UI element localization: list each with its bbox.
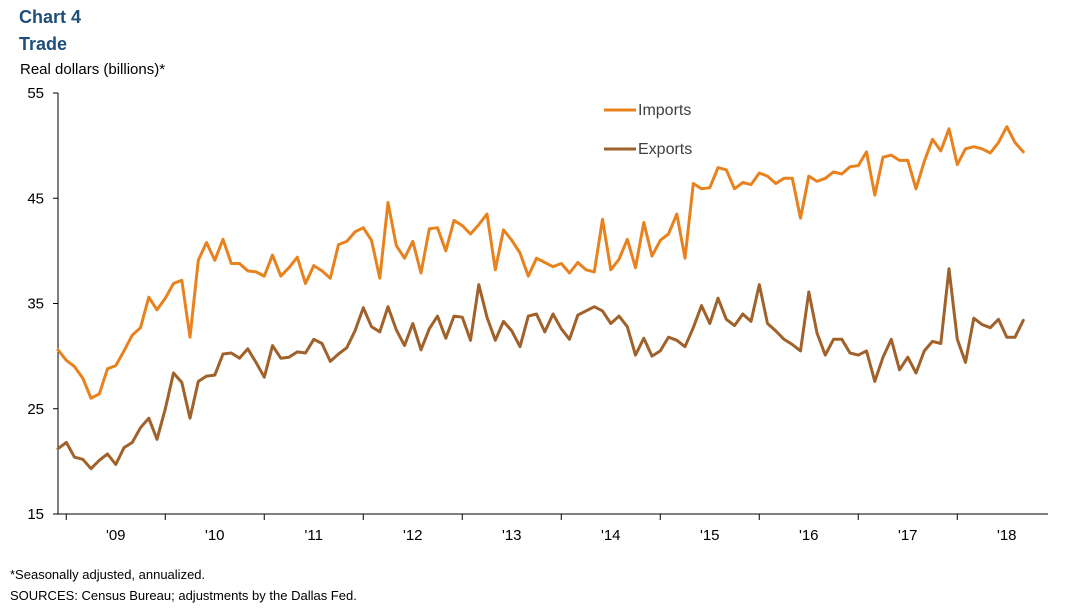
chart-axes <box>57 93 1048 515</box>
chart-number: Chart 4 <box>19 7 82 27</box>
y-tick-label: 55 <box>27 85 44 102</box>
chart-ticks: 15 25 35 45 55 '09 '10 '11 '12 '13 '14 '15 '16 '17 '18 <box>27 85 1016 544</box>
footnote: *Seasonally adjusted, annualized. <box>10 567 206 582</box>
y-tick-label: 15 <box>27 506 44 523</box>
x-tick-label: '11 <box>305 527 323 544</box>
x-tick-label: '18 <box>997 527 1017 544</box>
x-tick-label: '10 <box>205 527 225 544</box>
sources-note: SOURCES: Census Bureau; adjustments by t… <box>10 588 357 603</box>
x-tick-label: '15 <box>700 527 720 544</box>
y-tick-label: 35 <box>27 296 44 313</box>
chart-title: Trade <box>19 34 68 54</box>
x-tick-label: '17 <box>898 527 918 544</box>
y-tick-label: 45 <box>27 190 44 207</box>
x-tick-label: '12 <box>403 527 423 544</box>
legend-label-exports: Exports <box>638 141 692 158</box>
chart-legend: Imports Exports <box>604 102 692 158</box>
series-line-exports <box>56 267 1025 471</box>
x-tick-label: '14 <box>601 527 621 544</box>
x-tick-label: '13 <box>502 527 522 544</box>
chart-series <box>56 125 1025 471</box>
x-tick-label: '16 <box>799 527 819 544</box>
series-line-imports <box>56 125 1025 400</box>
y-tick-label: 25 <box>27 401 44 418</box>
y-axis-label: Real dollars (billions)* <box>20 61 166 78</box>
x-tick-label: '09 <box>106 527 126 544</box>
legend-label-imports: Imports <box>638 102 691 119</box>
